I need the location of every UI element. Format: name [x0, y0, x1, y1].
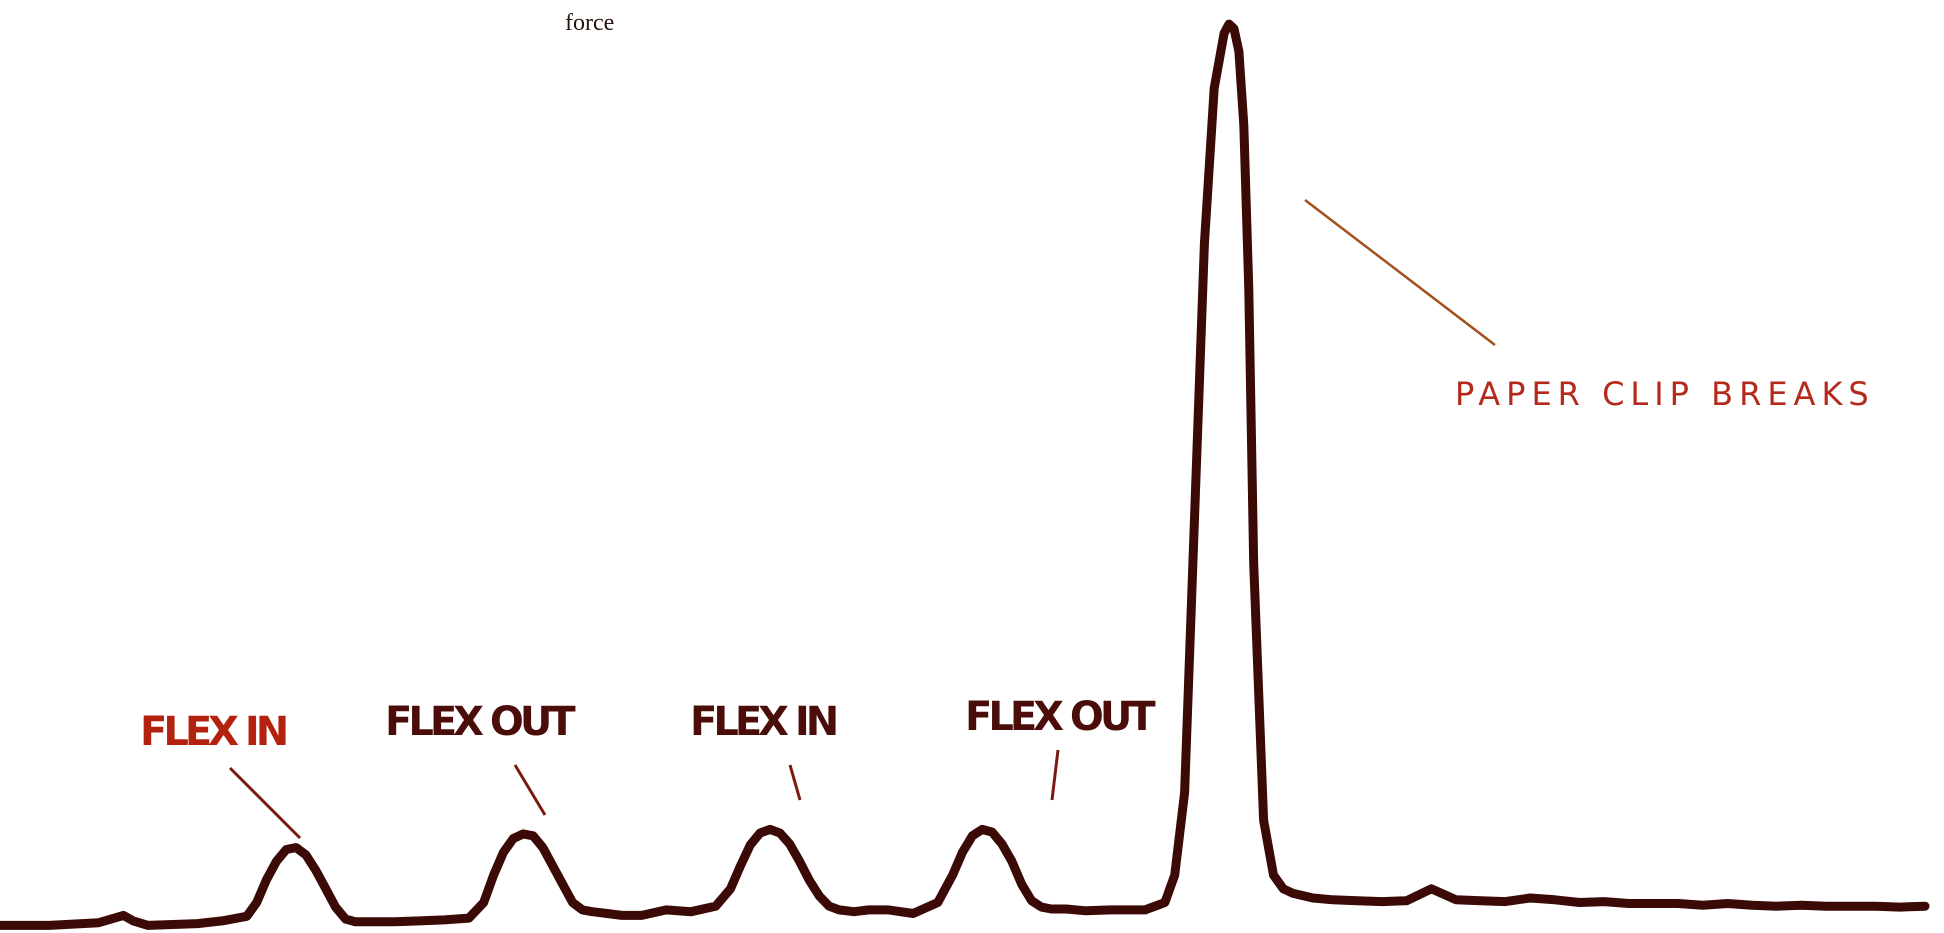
leader-line-flex-out-2 — [1050, 749, 1060, 801]
annotation-flex-out-1: FLEX OUT — [385, 699, 576, 745]
annotation-layer: FLEX IN FLEX OUT FLEX IN FLEX OUT PAPER … — [140, 199, 1875, 840]
leader-line-flex-in-1 — [228, 766, 302, 840]
leader-line-flex-out-1 — [513, 764, 547, 816]
annotation-paper-clip-breaks: PAPER CLIP BREAKS — [1455, 375, 1875, 413]
force-trace-line — [0, 19, 1930, 930]
annotation-flex-out-2: FLEX OUT — [965, 694, 1156, 740]
leader-line-paper-clip-breaks — [1304, 199, 1496, 346]
annotation-flex-in-2: FLEX IN — [690, 699, 836, 745]
annotation-flex-in-1: FLEX IN — [140, 709, 286, 755]
leader-line-flex-in-2 — [788, 764, 802, 801]
y-axis-label: force — [565, 10, 614, 36]
